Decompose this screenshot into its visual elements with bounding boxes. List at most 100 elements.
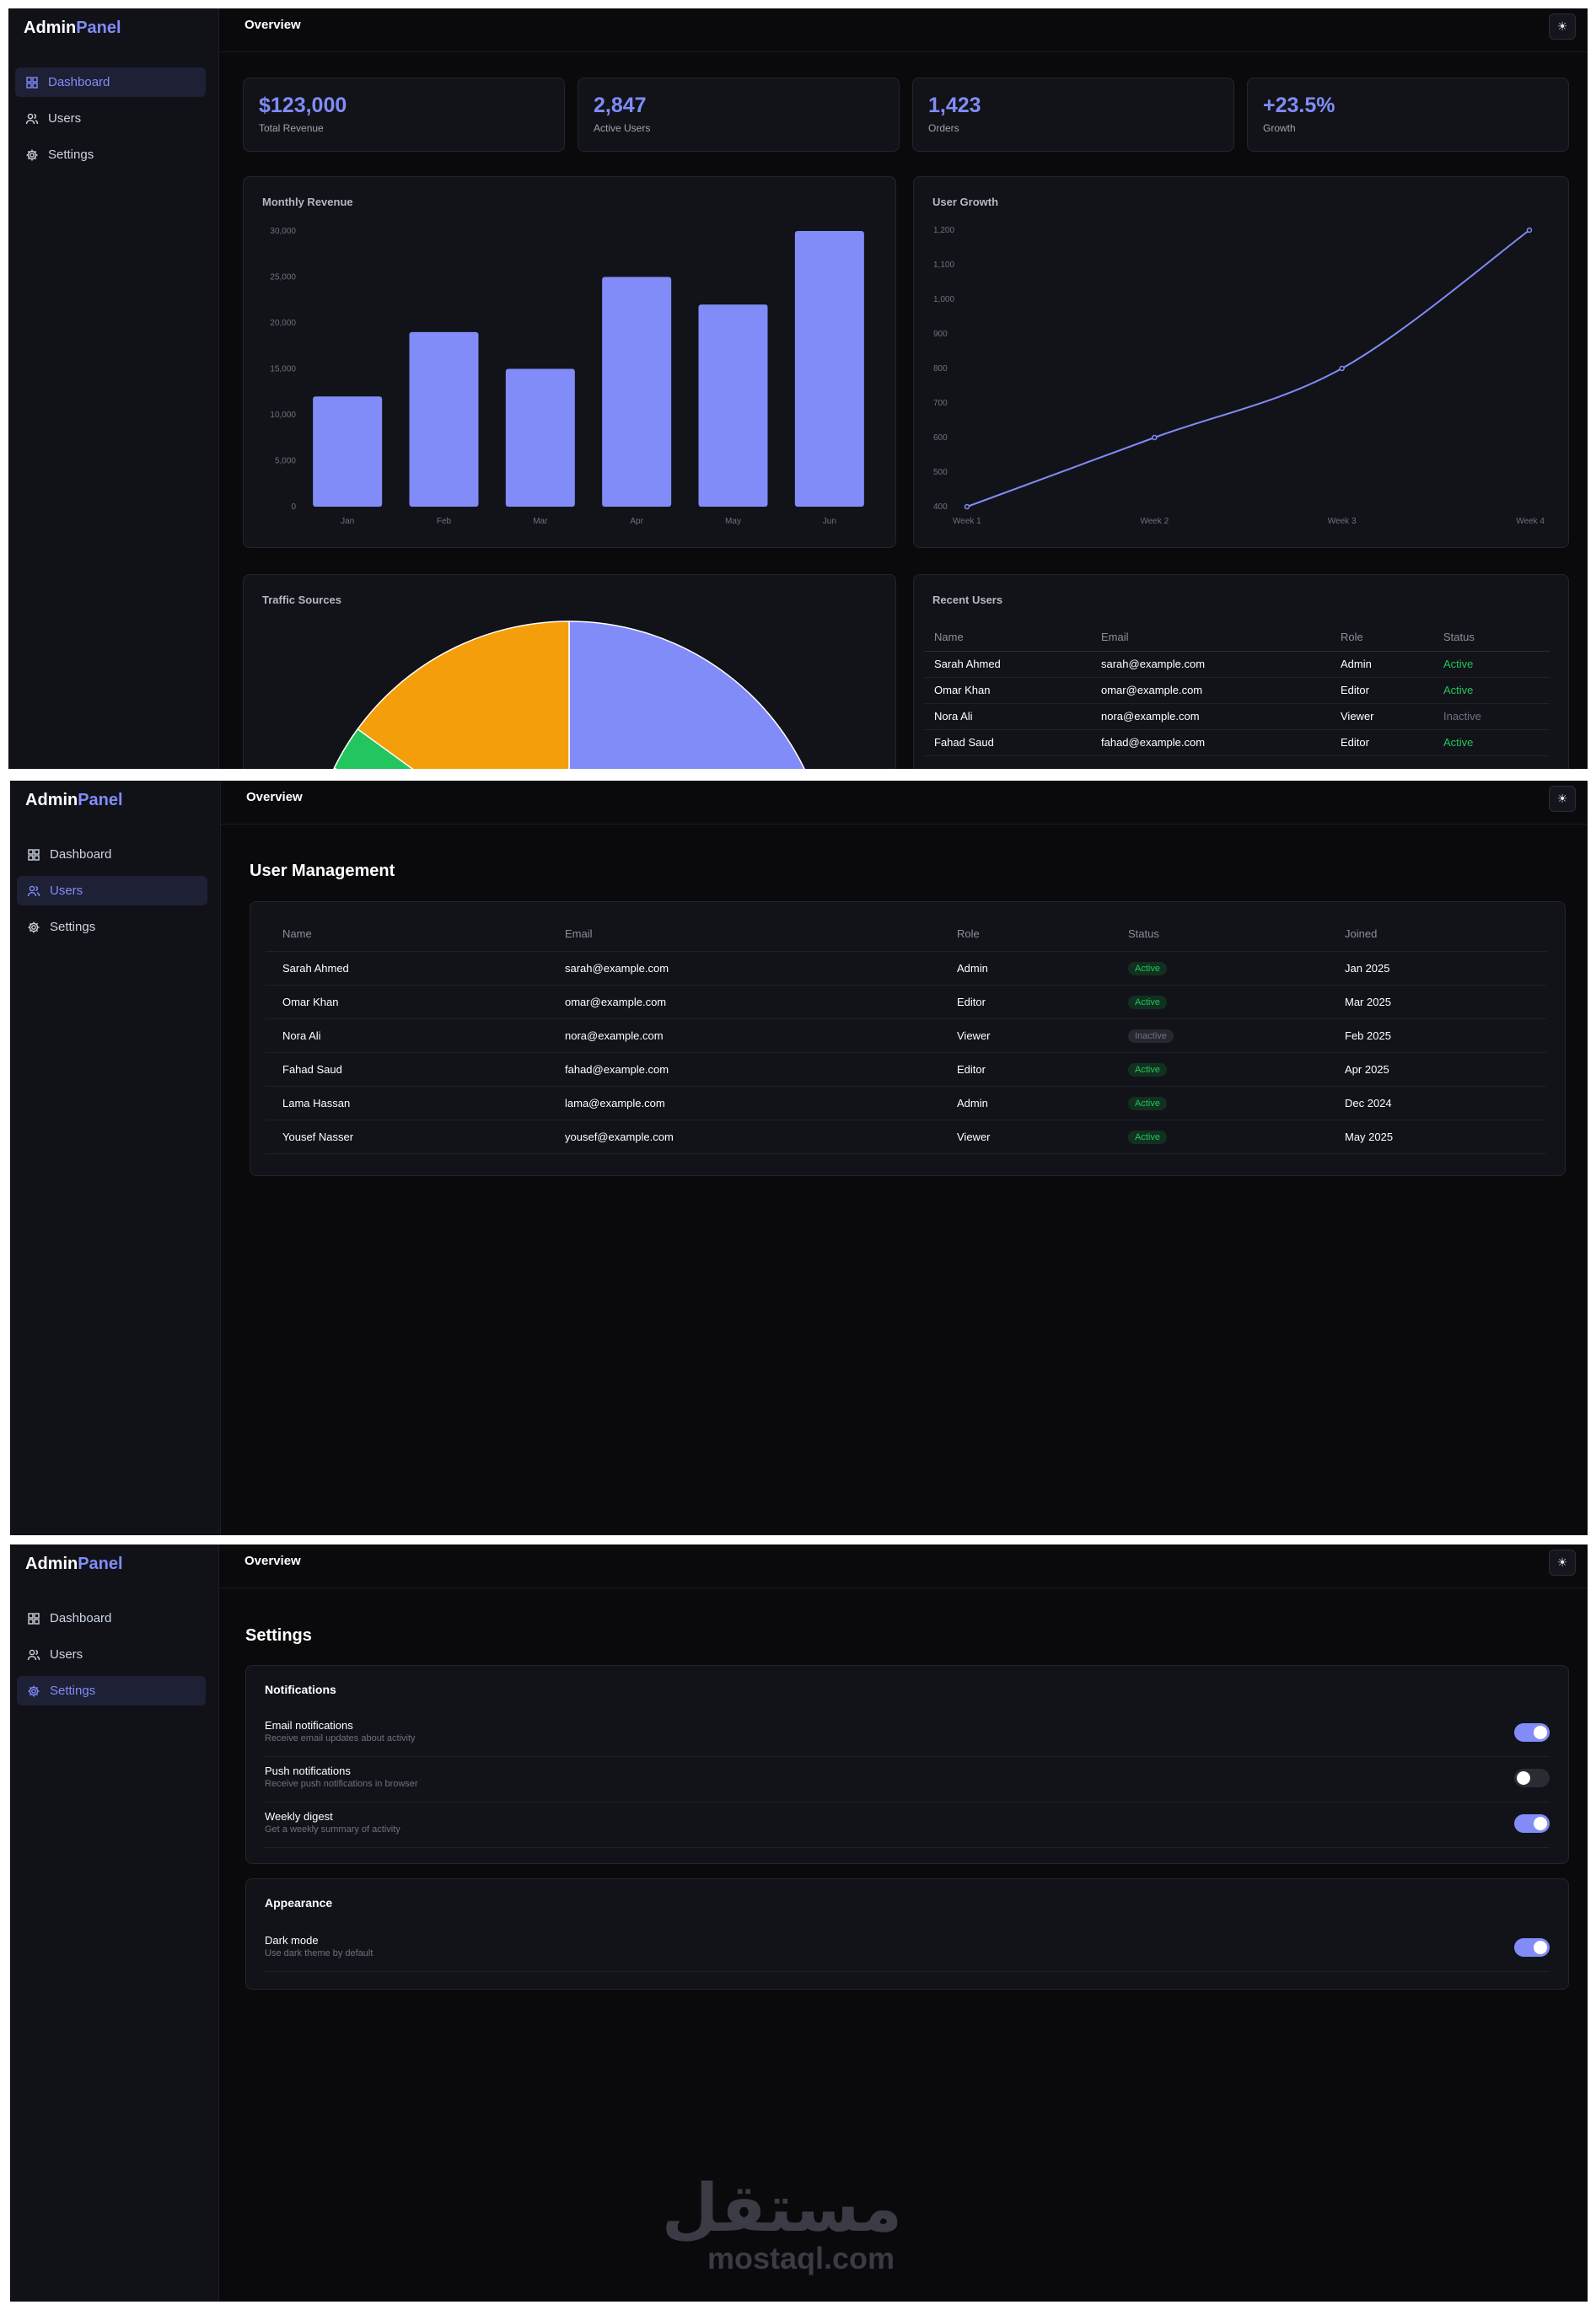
- table-header-row: Name Email Role Status Joined: [266, 917, 1546, 952]
- traffic-sources-chart: [333, 620, 805, 769]
- data-point: [964, 503, 970, 510]
- weekly-digest-toggle[interactable]: [1514, 1814, 1550, 1833]
- cell-email: fahad@example.com: [1091, 729, 1330, 756]
- page-title: Overview: [245, 18, 301, 32]
- y-tick-label: 5,000: [275, 457, 296, 466]
- setting-description: Use dark theme by default: [265, 1948, 373, 1958]
- y-tick-label: 0: [291, 502, 296, 512]
- sidebar: AdminPanel Dashboard Users Settings: [10, 1544, 219, 2302]
- brand-part-2: Panel: [78, 1555, 123, 1573]
- cell-status: Active: [1111, 1086, 1328, 1120]
- sidebar-item-settings[interactable]: Settings: [17, 1676, 206, 1706]
- status-badge: Active: [1128, 1062, 1167, 1077]
- cell-role: Viewer: [940, 1018, 1111, 1053]
- sidebar-item-users[interactable]: Users: [17, 1640, 206, 1669]
- sidebar-item-label: Settings: [48, 148, 94, 162]
- y-tick-label: 900: [933, 330, 948, 339]
- table-row[interactable]: Omar Khan omar@example.com Editor Active: [924, 677, 1550, 704]
- x-tick-label: Jun: [823, 517, 836, 526]
- table-row[interactable]: Nora Ali nora@example.com Viewer Inactiv…: [924, 703, 1550, 730]
- bar: [602, 277, 672, 507]
- mostaql-watermark: مستقل mostaql.com: [662, 2175, 902, 2275]
- setting-row-weekly-digest: Weekly digest Get a weekly summary of ac…: [265, 1802, 1550, 1848]
- brand-logo[interactable]: AdminPanel: [25, 791, 123, 810]
- brand-logo[interactable]: AdminPanel: [24, 19, 121, 38]
- table-row[interactable]: Yousef Nasser yousef@example.com Viewer …: [266, 1120, 1546, 1154]
- cell-role: Admin: [940, 1086, 1111, 1120]
- x-tick-label: Week 3: [1328, 517, 1357, 526]
- x-tick-label: Week 4: [1516, 517, 1545, 526]
- table-row[interactable]: Sarah Ahmed sarah@example.com Admin Acti…: [924, 651, 1550, 678]
- theme-toggle-button[interactable]: ☀: [1549, 786, 1576, 812]
- section-heading: Settings: [245, 1626, 312, 1645]
- cell-status: Inactive: [1433, 703, 1550, 730]
- bar: [313, 396, 383, 507]
- table-row[interactable]: Omar Khan omar@example.com Editor Active…: [266, 985, 1546, 1019]
- y-tick-label: 25,000: [270, 273, 296, 282]
- table-row[interactable]: Fahad Saud fahad@example.com Editor Acti…: [266, 1052, 1546, 1087]
- cell-status: Active: [1111, 951, 1328, 986]
- stat-card-growth: +23.5% Growth: [1247, 78, 1569, 152]
- sidebar-item-dashboard[interactable]: Dashboard: [15, 67, 206, 97]
- pie-slice: [333, 728, 414, 769]
- setting-label: Dark mode: [265, 1934, 319, 1947]
- users-icon: [27, 885, 40, 896]
- sidebar-item-settings[interactable]: Settings: [15, 140, 206, 169]
- theme-toggle-button[interactable]: ☀: [1549, 13, 1576, 40]
- x-tick-label: Feb: [437, 517, 452, 526]
- x-tick-label: Apr: [630, 517, 643, 526]
- y-tick-label: 1,100: [933, 261, 954, 270]
- recent-users-card: Recent Users Name Email Role Status Sara…: [913, 574, 1569, 769]
- section-title: Notifications: [265, 1683, 336, 1696]
- table-row[interactable]: Sarah Ahmed sarah@example.com Admin Acti…: [266, 951, 1546, 986]
- sidebar: AdminPanel Dashboard Users Settings: [10, 781, 221, 1535]
- brand-logo[interactable]: AdminPanel: [25, 1555, 123, 1574]
- grid-icon: [28, 1612, 40, 1625]
- sidebar-item-users[interactable]: Users: [15, 104, 206, 133]
- sidebar-item-users[interactable]: Users: [17, 876, 207, 905]
- dark-mode-toggle[interactable]: [1514, 1938, 1550, 1957]
- stat-value: +23.5%: [1263, 94, 1335, 117]
- table-row[interactable]: Fahad Saud fahad@example.com Editor Acti…: [924, 729, 1550, 756]
- series-line: [966, 229, 1530, 508]
- cell-role: Admin: [940, 951, 1111, 986]
- grid-icon: [26, 76, 38, 89]
- cell-email: yousef@example.com: [548, 1120, 940, 1154]
- table-row[interactable]: Lama Hassan lama@example.com Admin Activ…: [266, 1086, 1546, 1120]
- sidebar-item-settings[interactable]: Settings: [17, 912, 207, 942]
- email-notifications-toggle[interactable]: [1514, 1723, 1550, 1742]
- sidebar-item-dashboard[interactable]: Dashboard: [17, 1604, 206, 1633]
- column-header: Status: [1433, 624, 1550, 652]
- cell-status: Active: [1433, 651, 1550, 678]
- page-title: Overview: [245, 1554, 301, 1568]
- setting-description: Receive push notifications in browser: [265, 1779, 418, 1789]
- gear-icon: [28, 1685, 40, 1696]
- brand-part-2: Panel: [76, 19, 121, 37]
- users-table: Name Email Role Status Joined Sarah Ahme…: [266, 917, 1546, 1154]
- y-tick-label: 400: [933, 502, 948, 512]
- status-badge: Active: [1128, 961, 1167, 975]
- setting-description: Get a weekly summary of activity: [265, 1824, 400, 1835]
- cell-status: Active: [1111, 1052, 1328, 1087]
- setting-label: Weekly digest: [265, 1810, 333, 1823]
- cell-status: Active: [1111, 985, 1328, 1019]
- cell-joined: May 2025: [1328, 1120, 1546, 1154]
- column-header: Email: [1091, 624, 1330, 652]
- theme-toggle-button[interactable]: ☀: [1549, 1550, 1576, 1576]
- cell-role: Editor: [1330, 729, 1433, 756]
- stat-label: Total Revenue: [259, 122, 324, 134]
- chart-title: User Growth: [932, 196, 999, 208]
- stat-card-revenue: $123,000 Total Revenue: [243, 78, 565, 152]
- cell-email: omar@example.com: [548, 985, 940, 1019]
- brand-part-2: Panel: [78, 791, 123, 809]
- dashboard-screen: AdminPanel Dashboard Users Settings Over…: [8, 8, 1588, 769]
- sidebar-item-dashboard[interactable]: Dashboard: [17, 840, 207, 869]
- sidebar-nav: Dashboard Users Settings: [17, 840, 207, 948]
- user-growth-card: User Growth 400 500 600 700 800 900 1,000 1,100…: [913, 176, 1569, 548]
- cell-status: Active: [1433, 677, 1550, 704]
- cell-name: Nora Ali: [924, 703, 1091, 730]
- table-row[interactable]: Nora Ali nora@example.com Viewer Inactiv…: [266, 1018, 1546, 1053]
- push-notifications-toggle[interactable]: [1514, 1769, 1550, 1787]
- y-tick-label: 700: [933, 399, 948, 408]
- stat-label: Active Users: [594, 122, 651, 134]
